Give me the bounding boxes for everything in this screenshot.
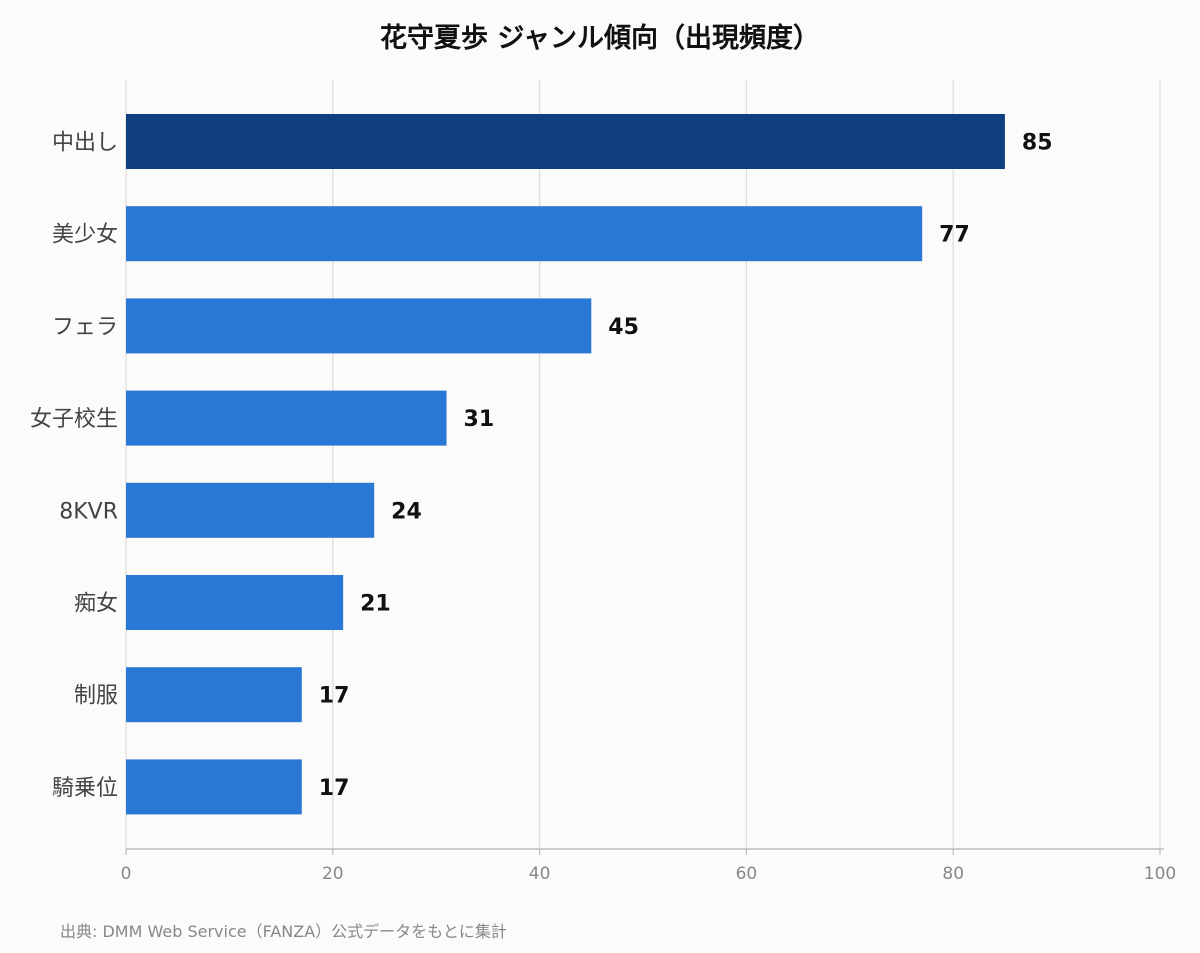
bar-3: [126, 390, 447, 446]
category-label-1: 美少女: [52, 223, 118, 248]
value-label-0: 85: [1022, 131, 1053, 156]
category-label-3: 女子校生: [30, 407, 118, 432]
category-label-2: フェラ: [52, 315, 118, 340]
bar-7: [126, 759, 302, 815]
x-tick-label-80: 80: [942, 864, 964, 884]
x-tick-label-100: 100: [1144, 864, 1176, 884]
value-label-6: 17: [319, 684, 350, 709]
category-label-7: 騎乗位: [52, 776, 118, 801]
value-label-2: 45: [608, 315, 639, 340]
value-label-4: 24: [391, 499, 422, 524]
source-note: 出典: DMM Web Service（FANZA）公式データをもとに集計: [60, 922, 507, 941]
value-label-5: 21: [360, 592, 391, 617]
category-label-4: 8KVR: [59, 499, 118, 524]
bar-1: [126, 206, 923, 262]
x-tick-label-0: 0: [121, 864, 132, 884]
x-tick-label-60: 60: [736, 864, 758, 884]
chart-title: 花守夏歩 ジャンル傾向（出現頻度）: [379, 23, 821, 54]
bar-5: [126, 575, 344, 630]
category-label-6: 制服: [74, 684, 118, 709]
value-label-3: 31: [464, 407, 495, 432]
value-label-7: 17: [319, 776, 350, 801]
category-label-5: 痴女: [74, 592, 118, 617]
bar-2: [126, 298, 592, 354]
x-tick-label-20: 20: [322, 864, 344, 884]
bar-4: [126, 482, 375, 538]
x-tick-label-40: 40: [529, 864, 551, 884]
value-label-1: 77: [939, 223, 970, 248]
bar-0: [126, 114, 1005, 169]
category-label-0: 中出し: [52, 131, 118, 156]
bar-6: [126, 667, 302, 723]
